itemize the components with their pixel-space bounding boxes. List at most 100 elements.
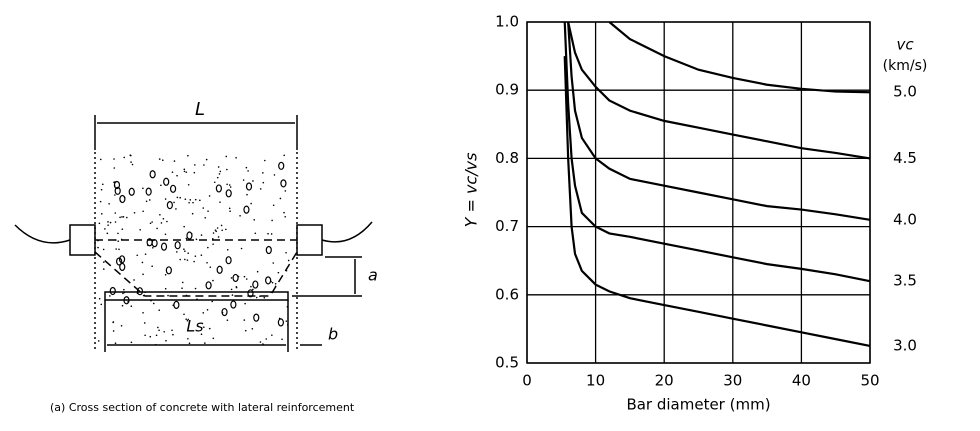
speckle — [194, 255, 197, 257]
speckle — [176, 196, 179, 199]
speckle — [250, 285, 252, 288]
speckle — [114, 221, 117, 223]
stone — [119, 262, 126, 272]
speckle — [246, 193, 248, 196]
speckle — [219, 170, 222, 173]
speckle — [151, 246, 154, 249]
speckle — [167, 294, 169, 297]
stone — [169, 184, 177, 193]
speckle — [119, 216, 121, 219]
series-label: 3.0 — [893, 336, 917, 354]
speckle — [203, 164, 205, 166]
speckle — [274, 285, 277, 288]
speckle — [225, 228, 227, 231]
speckle — [164, 287, 167, 290]
stone — [216, 265, 223, 274]
speckle — [159, 213, 161, 216]
speckle — [264, 159, 266, 162]
pulse-path — [94, 251, 298, 297]
speckle — [183, 225, 185, 228]
y-tick-label: 1.0 — [495, 13, 519, 31]
speckle — [262, 181, 265, 184]
speckle — [186, 259, 189, 261]
speckle — [279, 197, 282, 200]
speckle — [262, 343, 264, 345]
speckle — [155, 334, 158, 337]
speckle — [285, 320, 288, 322]
speckle — [267, 232, 269, 235]
stone — [123, 296, 130, 305]
stone — [166, 200, 173, 210]
speckle — [133, 279, 135, 281]
speckle — [183, 313, 185, 316]
y-tick-label: 0.5 — [495, 354, 519, 372]
stone — [280, 179, 287, 188]
stone — [252, 280, 259, 289]
stone — [225, 256, 232, 265]
speckle — [273, 174, 276, 176]
speckle — [259, 341, 262, 343]
speckle — [206, 261, 208, 264]
speckle — [109, 295, 111, 297]
stone — [116, 257, 123, 266]
speckle — [243, 275, 246, 278]
speckle — [144, 334, 146, 337]
speckle — [281, 338, 283, 341]
speckle — [115, 239, 117, 241]
speckle — [176, 174, 178, 177]
y-tick-label: 0.8 — [495, 149, 519, 167]
speckle — [271, 281, 274, 284]
speckle — [185, 237, 188, 240]
speckle — [158, 158, 161, 160]
stone — [205, 281, 212, 290]
speckle — [239, 214, 241, 217]
x-axis-label: Bar diameter (mm) — [626, 396, 770, 414]
speckle — [114, 342, 117, 345]
speckle — [244, 329, 247, 332]
speckle — [192, 201, 194, 204]
stone — [114, 186, 121, 195]
speckle — [185, 171, 188, 173]
speckle — [214, 229, 217, 231]
speckle — [229, 186, 232, 188]
speckle — [226, 168, 228, 171]
speckle — [226, 319, 229, 322]
speckle — [231, 294, 234, 296]
speckle — [142, 312, 144, 314]
curve — [608, 21, 871, 94]
speckle — [163, 330, 166, 333]
speckle — [208, 195, 211, 197]
stone — [113, 180, 121, 190]
speckle — [271, 219, 273, 222]
speckle — [114, 212, 117, 214]
stone — [186, 231, 193, 240]
speckle — [181, 281, 184, 284]
speckle — [142, 294, 145, 297]
speckle — [122, 292, 124, 295]
speckle — [171, 329, 173, 332]
speckle — [254, 232, 257, 235]
speckle — [212, 243, 214, 245]
speckle — [104, 228, 106, 230]
stone — [128, 187, 135, 196]
stone — [245, 182, 253, 191]
speckle — [181, 287, 183, 289]
legend-unit: (km/s) — [883, 58, 928, 74]
stone — [109, 286, 116, 296]
speckle — [193, 171, 196, 174]
speckle — [200, 254, 203, 256]
speckle — [187, 318, 190, 321]
speckle — [165, 339, 167, 342]
speckle — [166, 220, 168, 223]
chart: 0.5 0.6 0.7 0.8 0.9 1.0 0 10 20 30 40 50 Bar diamete… — [462, 13, 928, 414]
stone — [247, 289, 254, 298]
speckle — [164, 233, 167, 236]
stone — [215, 184, 222, 193]
speckle — [262, 172, 264, 174]
speckle — [211, 300, 214, 303]
stone — [230, 300, 237, 309]
x-tick-label: 0 — [522, 372, 532, 390]
stone — [243, 205, 250, 214]
speckle — [130, 341, 133, 344]
